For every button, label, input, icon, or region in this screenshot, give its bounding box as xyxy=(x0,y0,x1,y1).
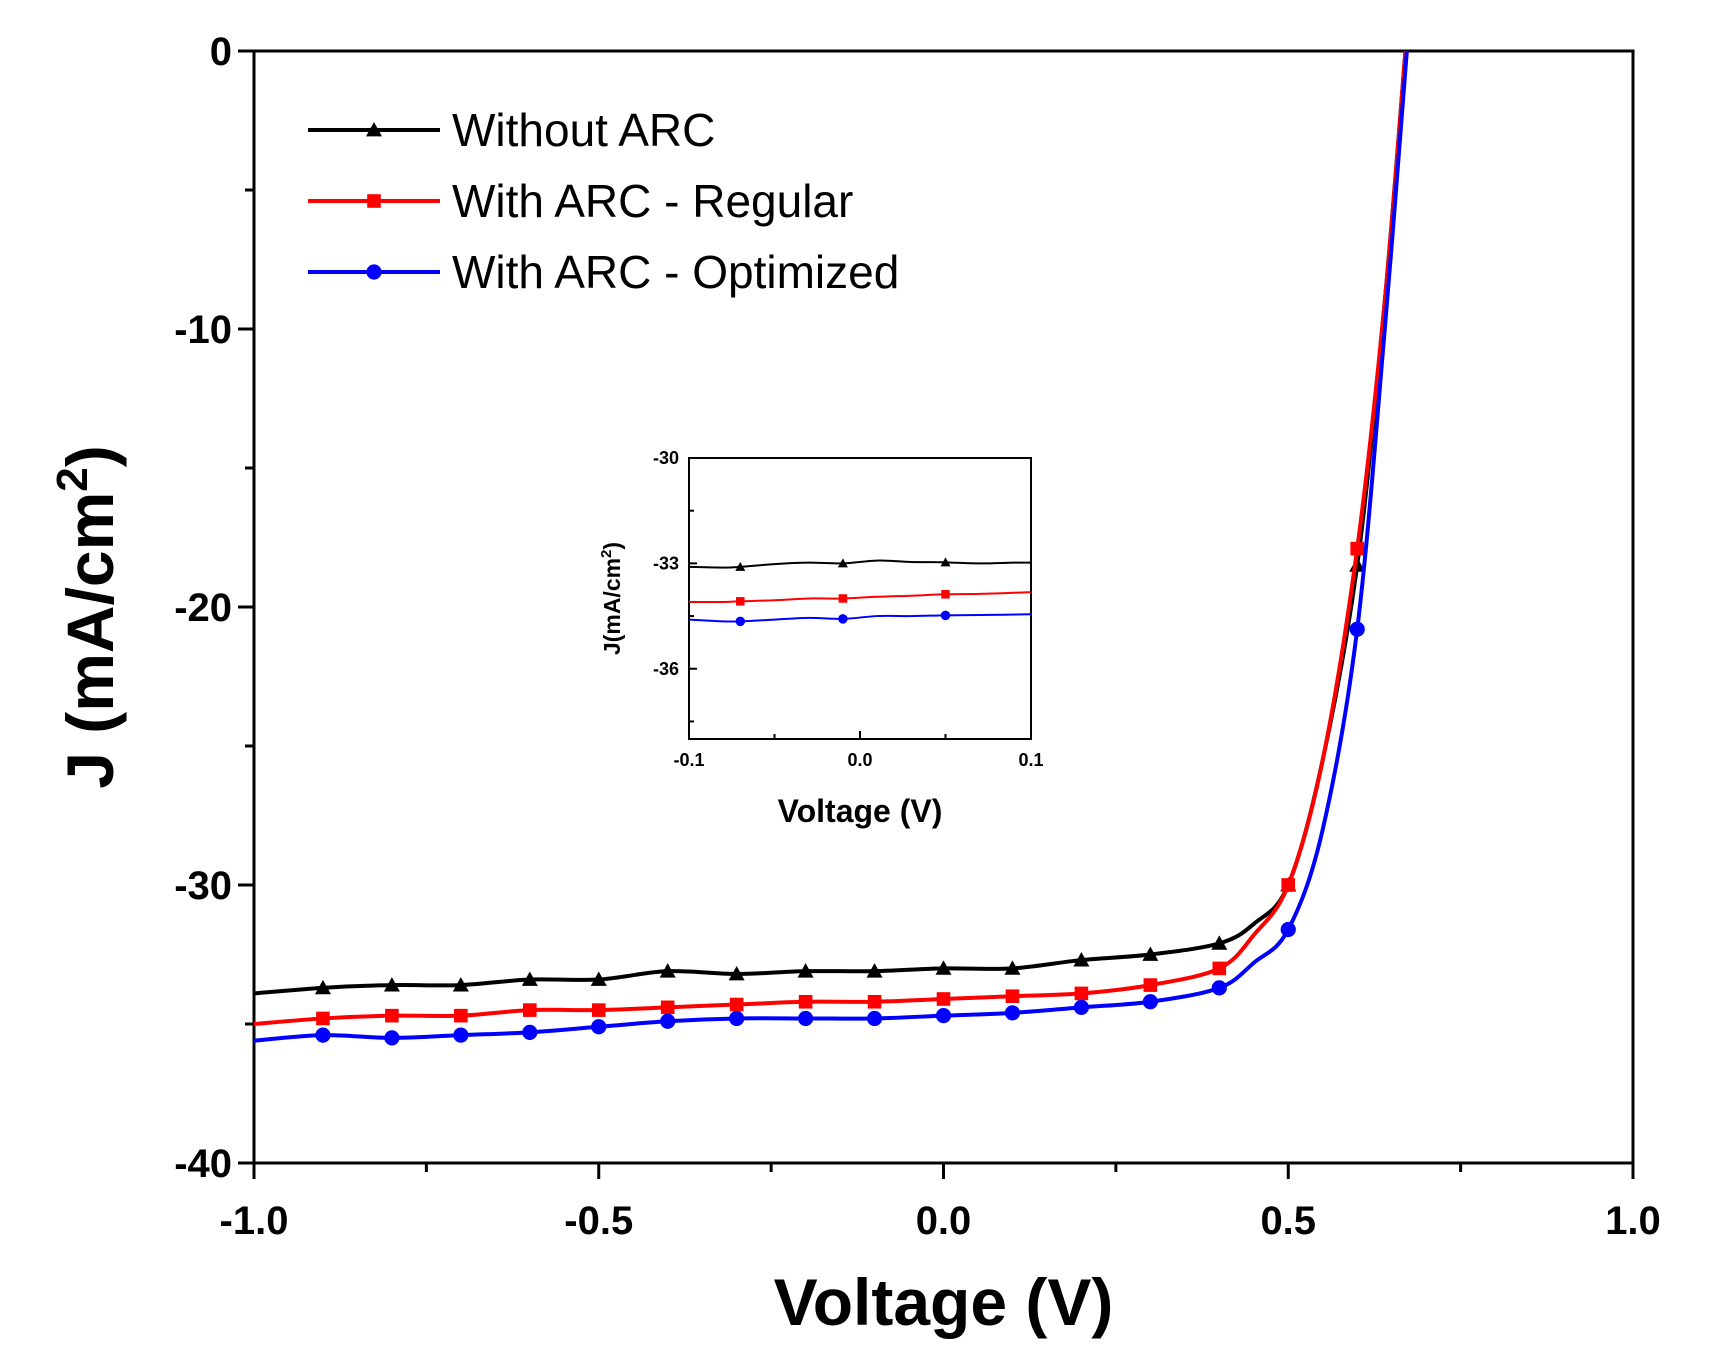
data-point xyxy=(935,1008,952,1024)
data-point xyxy=(385,1008,399,1023)
inset-y-tick-label: -36 xyxy=(653,659,679,679)
data-point xyxy=(1142,994,1158,1010)
data-point xyxy=(1074,986,1089,1001)
y-tick-label: -30 xyxy=(174,864,232,908)
inset-data-point xyxy=(735,561,746,571)
data-point xyxy=(1005,989,1020,1003)
data-point xyxy=(1349,621,1365,637)
inset-y-axis-title-main: J(mA/cm xyxy=(599,558,625,655)
inset-data-point xyxy=(838,614,848,624)
data-point xyxy=(1073,952,1090,967)
inset-x-tick-label: -0.1 xyxy=(673,750,704,770)
inset-data-point xyxy=(940,557,951,567)
data-point xyxy=(659,963,676,978)
inset-y-axis-title-sup: 2 xyxy=(598,550,615,558)
main-chart: -1.0 -0.5 0.0 0.5 1.0 0 -10 -20 -30 -40 Voltage (V… xyxy=(48,30,1661,1339)
data-point xyxy=(384,1030,400,1046)
inset-x-tick-label: 0.0 xyxy=(847,750,872,770)
legend-label: Without ARC xyxy=(452,104,715,156)
legend-marker xyxy=(366,122,382,137)
data-point xyxy=(1281,878,1296,892)
inset-y-tick-label: -33 xyxy=(653,553,679,573)
series-circle xyxy=(254,51,1409,1046)
inset-series-triangle xyxy=(689,557,1031,571)
data-point xyxy=(798,994,813,1009)
data-point xyxy=(1350,541,1364,556)
inset-y-axis-title-close: ) xyxy=(599,542,625,550)
data-point xyxy=(1004,960,1021,975)
x-axis-title: Voltage (V) xyxy=(774,1265,1114,1339)
inset-series-square xyxy=(689,590,1031,606)
y-tick-label: -20 xyxy=(174,586,232,630)
data-point xyxy=(1142,946,1159,961)
x-tick-label: 0.5 xyxy=(1260,1199,1316,1243)
inset-data-point xyxy=(736,597,745,606)
data-point xyxy=(314,979,331,995)
y-tick-label: -40 xyxy=(174,1142,232,1186)
data-point xyxy=(798,1010,814,1027)
legend: Without ARC With ARC - Regular With ARC - … xyxy=(308,104,899,298)
inset-data-point xyxy=(837,558,848,568)
y-axis-title-close: ) xyxy=(53,445,127,467)
y-axis-title: J (mA/cm2) xyxy=(48,445,127,789)
y-tick-label: 0 xyxy=(210,30,232,74)
y-axis-title-sup: 2 xyxy=(48,467,97,491)
data-point xyxy=(660,1013,676,1029)
data-point xyxy=(1212,961,1227,976)
inset-y-axis-title: J(mA/cm2) xyxy=(598,542,625,655)
y-axis-title-main: J (mA/cm xyxy=(53,492,127,789)
data-point xyxy=(935,960,952,975)
data-point xyxy=(867,994,882,1009)
data-point xyxy=(729,1010,745,1027)
x-tick-label: -1.0 xyxy=(220,1199,289,1243)
data-point xyxy=(521,971,538,986)
inset-chart: -0.1 0.0 0.1 -30 -33 -36 Voltage (V) J(mA/cm2) xyxy=(598,448,1044,829)
x-tick-label: 0.0 xyxy=(916,1199,972,1243)
inset-x-tick-label: 0.1 xyxy=(1018,750,1043,770)
data-point xyxy=(591,1019,607,1035)
data-point xyxy=(383,977,400,992)
inset-series-circle xyxy=(689,610,1031,627)
data-point xyxy=(454,1008,468,1023)
data-point xyxy=(316,1011,330,1026)
data-point xyxy=(1073,999,1089,1015)
data-point xyxy=(660,1000,675,1015)
data-point xyxy=(590,971,607,986)
data-point xyxy=(591,1003,606,1017)
data-point xyxy=(797,963,814,978)
data-point xyxy=(936,992,951,1006)
inset-data-point xyxy=(735,616,746,627)
data-point xyxy=(1143,978,1158,992)
data-point xyxy=(729,997,744,1012)
inset-y-tick-label: -30 xyxy=(653,448,679,468)
legend-marker xyxy=(367,194,381,208)
legend-label: With ARC - Optimized xyxy=(452,246,899,298)
data-point xyxy=(1004,1005,1021,1021)
legend-marker xyxy=(366,264,382,280)
data-point xyxy=(1280,921,1296,938)
inset-data-point xyxy=(940,610,951,621)
x-tick-label: -0.5 xyxy=(564,1199,633,1243)
series-square xyxy=(254,51,1408,1026)
legend-label: With ARC - Regular xyxy=(452,175,853,227)
data-point xyxy=(523,1003,537,1017)
data-point xyxy=(728,965,745,981)
data-point xyxy=(866,1010,883,1027)
inset-x-axis-title: Voltage (V) xyxy=(778,793,943,829)
data-point xyxy=(1211,980,1227,996)
inset-data-point xyxy=(941,590,950,599)
x-tick-label: 1.0 xyxy=(1605,1199,1661,1243)
inset-data-point xyxy=(838,594,848,603)
data-point xyxy=(452,977,469,992)
data-point xyxy=(522,1024,538,1040)
data-point xyxy=(1211,935,1228,950)
data-point xyxy=(453,1027,469,1043)
main-axes: -1.0 -0.5 0.0 0.5 1.0 0 -10 -20 -30 -40 Voltage (V… xyxy=(48,30,1661,1339)
data-point xyxy=(866,963,883,978)
data-point xyxy=(315,1027,331,1043)
y-tick-label: -10 xyxy=(174,308,232,352)
